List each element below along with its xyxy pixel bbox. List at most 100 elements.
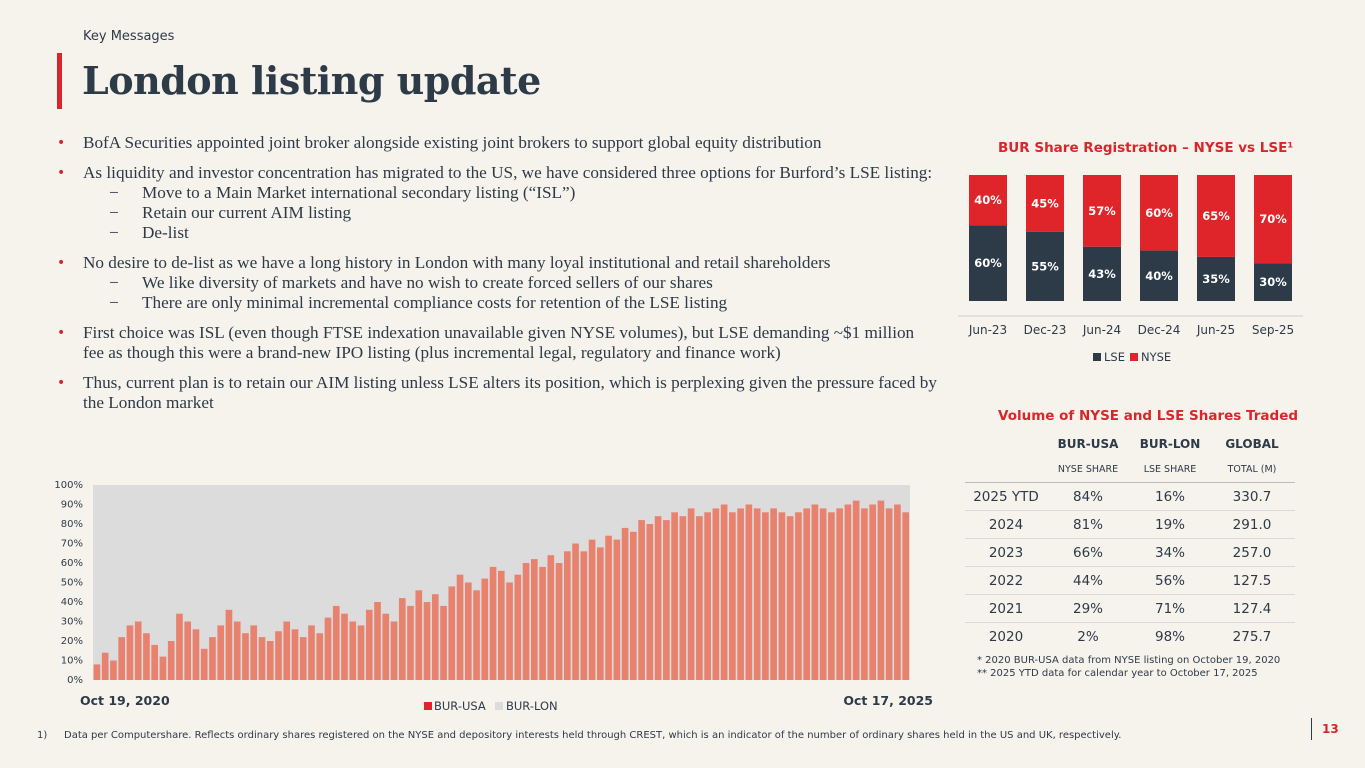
title-accent-bar (57, 53, 62, 109)
table-cell: 34% (1154, 544, 1185, 561)
lse-data-label: 30% (1259, 275, 1287, 289)
lse-data-label: 60% (974, 256, 1002, 270)
bur-usa-bar (225, 609, 233, 680)
sub-bullet: We like diversity of markets and have no… (83, 273, 937, 293)
footnote-number: 1) (37, 730, 48, 741)
table-cell: 127.5 (1232, 572, 1272, 589)
bur-usa-bar (440, 605, 447, 680)
table-cell: LSE SHARE (1143, 463, 1197, 475)
footnote: 1) Data per Computershare. Reflects ordin… (37, 730, 1121, 741)
lse-bar (969, 225, 1007, 301)
bur-usa-bar (217, 625, 225, 680)
bur-usa-bar (291, 629, 299, 680)
bur-usa-bar (250, 625, 258, 680)
table-note: ** 2025 YTD data for calendar year to Oc… (977, 668, 1258, 679)
bur-usa-bar (332, 605, 340, 680)
bur-usa-bar (184, 621, 192, 680)
table-cell: 56% (1154, 572, 1185, 589)
bur-usa-bar (555, 563, 563, 680)
bur-usa-bar (341, 613, 348, 680)
lse-data-label: 43% (1088, 267, 1116, 281)
bur-usa-bar (696, 516, 703, 680)
nyse-bar (1254, 175, 1292, 264)
bullet-item: First choice was ISL (even though FTSE i… (57, 323, 937, 363)
bur-usa-bar (473, 590, 480, 680)
bur-usa-bar (176, 613, 183, 680)
bur-usa-bar (423, 602, 431, 680)
bur-usa-bar (93, 664, 101, 680)
sub-bullet: There are only minimal incremental compl… (83, 293, 937, 313)
category-label: Jun-25 (1196, 323, 1235, 337)
bullet-text: First choice was ISL (even though FTSE i… (83, 323, 915, 362)
table-cell: 275.7 (1232, 628, 1272, 645)
table-subheader: NYSE SHARE LSE SHARE TOTAL (M) (965, 456, 1295, 483)
legend-swatch-nyse (1130, 353, 1138, 361)
table-row: 2020 2% 98% 275.7 (965, 623, 1295, 650)
bur-usa-bar (786, 516, 794, 680)
y-tick-label: 30% (61, 617, 83, 628)
bur-usa-bar (720, 504, 728, 680)
table-cell: 84% (1072, 488, 1103, 505)
bur-usa-bar (357, 625, 365, 680)
bur-usa-bar (126, 625, 134, 680)
volume-table-title: Volume of NYSE and LSE Shares Traded (998, 408, 1299, 424)
y-tick-label: 80% (61, 519, 83, 530)
table-cell: 2024 (988, 516, 1024, 533)
registration-chart-title: BUR Share Registration – NYSE vs LSE¹ (998, 140, 1294, 156)
table-cell: NYSE SHARE (1057, 463, 1119, 475)
category-label: Sep-25 (1252, 323, 1294, 337)
bullet-text: As liquidity and investor concentration … (83, 163, 933, 182)
bur-usa-bar (885, 508, 893, 680)
bur-usa-bar (563, 551, 571, 680)
nyse-data-label: 65% (1202, 209, 1230, 223)
table-cell: 257.0 (1232, 544, 1272, 561)
bur-usa-bar (663, 520, 670, 680)
bur-usa-bar (506, 582, 513, 680)
y-tick-label: 20% (61, 636, 83, 647)
category-label: Dec-24 (1138, 323, 1181, 337)
bur-usa-bar (242, 633, 249, 680)
bur-usa-bar (588, 539, 596, 680)
table-cell: GLOBAL (1225, 437, 1279, 451)
bur-usa-bar (861, 508, 868, 680)
page-number: 13 (1311, 718, 1339, 740)
bur-usa-bar (745, 504, 753, 680)
bur-usa-bar (398, 598, 406, 680)
volume-table-notes: * 2020 BUR-USA data from NYSE listing on… (977, 654, 1280, 680)
table-cell: 2% (1077, 628, 1099, 645)
bur-usa-bar (514, 574, 522, 680)
bur-usa-bar (852, 500, 860, 680)
bur-usa-bar (605, 535, 612, 680)
table-cell: 2021 (988, 600, 1024, 617)
legend-swatch-lse (1093, 353, 1101, 361)
bur-usa-bar (316, 633, 324, 680)
bullet-text: Thus, current plan is to retain our AIM … (83, 373, 937, 412)
page-title: London listing update (82, 58, 541, 103)
bur-usa-bar (547, 555, 555, 680)
bullet-text: No desire to de-list as we have a long h… (83, 253, 831, 272)
sub-bullet: Retain our current AIM listing (83, 203, 937, 223)
bullet-item: Thus, current plan is to retain our AIM … (57, 373, 937, 413)
lse-data-label: 35% (1202, 272, 1230, 286)
nyse-bar (1083, 175, 1121, 247)
table-row: 2022 44% 56% 127.5 (965, 567, 1295, 595)
nyse-data-label: 40% (974, 193, 1002, 207)
bur-usa-bar (200, 648, 208, 680)
bur-usa-bar (811, 504, 819, 680)
bur-usa-bar (134, 621, 142, 680)
table-note: * 2020 BUR-USA data from NYSE listing on… (977, 655, 1281, 666)
bur-usa-bar (283, 621, 291, 680)
nyse-bar (1026, 175, 1064, 232)
nyse-bar (1140, 175, 1178, 251)
bur-usa-bar (374, 602, 381, 680)
table-cell: 2023 (988, 544, 1024, 561)
y-tick-label: 10% (61, 656, 83, 667)
x-label-end: Oct 17, 2025 (843, 693, 933, 708)
bur-usa-bar (803, 508, 810, 680)
bur-usa-bar (349, 621, 357, 680)
bur-usa-bar (233, 621, 241, 680)
table-row: 2024 81% 19% 291.0 (965, 511, 1295, 539)
legend-label-bur-usa: BUR-USA (434, 699, 486, 713)
bur-usa-bar (613, 539, 621, 680)
table-header: BUR-USA BUR-LON GLOBAL (965, 432, 1295, 456)
